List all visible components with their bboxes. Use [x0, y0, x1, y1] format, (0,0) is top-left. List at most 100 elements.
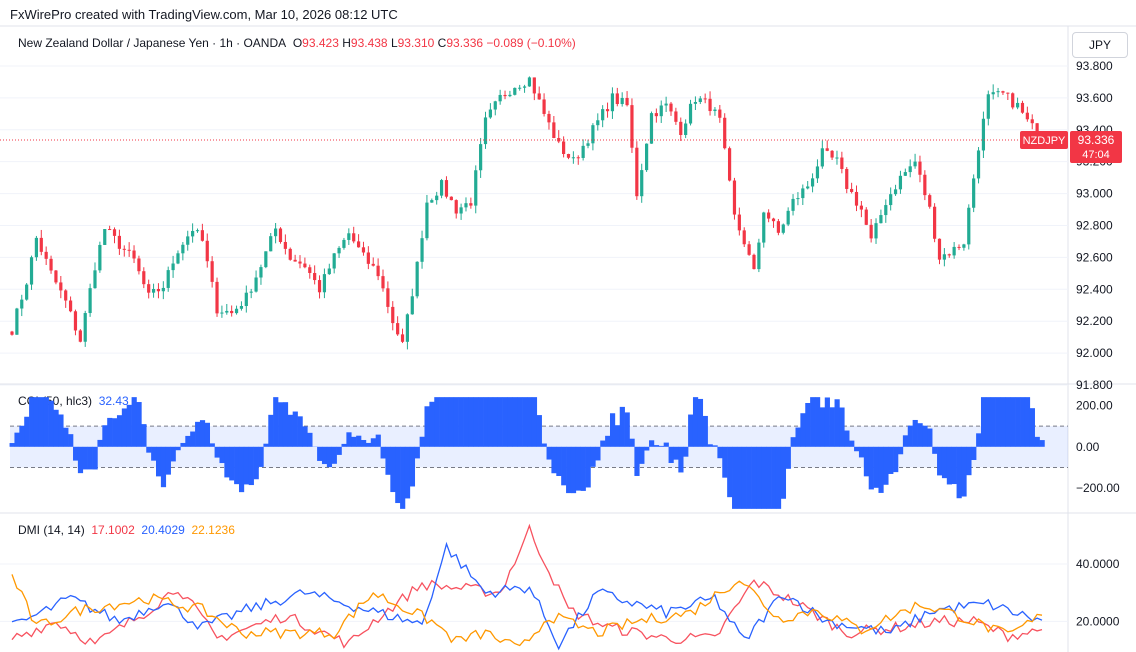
candle-body: [801, 188, 805, 199]
cci-bar: [82, 446, 88, 470]
candle-body: [537, 93, 541, 100]
candle-body: [444, 180, 449, 197]
candle-body: [142, 271, 146, 285]
cci-bar: [48, 400, 54, 447]
cci-bar: [746, 446, 752, 509]
candle-body: [679, 121, 683, 135]
cci-bar: [736, 446, 743, 509]
candle-body: [181, 244, 185, 254]
cci-bar: [160, 446, 167, 488]
candle-body: [122, 248, 126, 250]
cci-bar: [517, 397, 523, 447]
currency-button[interactable]: JPY: [1072, 32, 1128, 58]
dmi-legend[interactable]: DMI (14, 14) 17.1002 20.4029 22.1236: [18, 523, 235, 537]
cci-bar: [863, 446, 870, 477]
cci-bar: [702, 415, 708, 447]
cci-bar: [536, 415, 542, 447]
cci-bar: [907, 425, 913, 447]
cci-bar: [1020, 397, 1026, 447]
cci-bar: [282, 402, 289, 447]
candle-body: [381, 276, 385, 289]
cci-bar: [668, 446, 674, 463]
cci-bar: [556, 446, 562, 477]
candle-body: [108, 229, 112, 231]
candle-body: [605, 109, 610, 112]
cci-bar: [302, 426, 308, 447]
candle-body: [483, 117, 488, 145]
cci-bar: [829, 407, 835, 447]
candle-body: [810, 178, 815, 187]
price-tick-label: 92.200: [1076, 314, 1113, 328]
cci-bar: [522, 397, 528, 447]
cci-bar: [810, 397, 816, 447]
candle-body: [762, 212, 766, 243]
candle-body: [103, 229, 107, 245]
cci-bar: [151, 446, 157, 461]
candle-body: [64, 290, 68, 301]
cci-bar: [771, 446, 777, 509]
cci-bar: [77, 446, 84, 474]
price-tick-label: 92.800: [1076, 218, 1113, 232]
cci-bar: [248, 446, 254, 486]
symbol-title[interactable]: New Zealand Dollar / Japanese Yen · 1h ·…: [18, 36, 287, 50]
cci-bar: [971, 446, 977, 460]
candle-body: [913, 161, 917, 167]
cci-bar: [14, 432, 20, 447]
cci-bar: [634, 446, 640, 476]
candle-body: [376, 265, 380, 277]
countdown-label: 47:04: [1082, 149, 1110, 161]
candle-body: [820, 148, 824, 167]
candle-body: [893, 189, 898, 195]
cci-bar: [190, 431, 196, 447]
candle-body: [117, 235, 121, 249]
candle-body: [371, 263, 375, 266]
change-value: −0.089 (−0.10%): [486, 36, 576, 50]
cci-bar: [941, 446, 948, 479]
candle-body: [898, 175, 903, 190]
candle-body: [576, 157, 580, 159]
cci-bar: [336, 446, 342, 455]
cci-legend-value: 32.43: [98, 394, 129, 408]
cci-bar: [678, 446, 684, 473]
candle-body: [337, 247, 341, 254]
candle-body: [439, 180, 444, 196]
cci-bar: [385, 446, 391, 475]
candle-body: [391, 306, 395, 324]
candle-body: [488, 109, 492, 118]
cci-bar: [727, 446, 733, 498]
cci-bar: [473, 397, 479, 447]
cci-bar: [732, 446, 738, 509]
cci-bar: [946, 446, 952, 485]
candle-body: [620, 97, 624, 105]
cci-bar: [317, 446, 323, 461]
candle-body: [127, 249, 131, 251]
candle-body: [34, 237, 39, 258]
candle-body: [903, 172, 907, 176]
candle-body: [166, 270, 170, 288]
candle-body: [786, 210, 790, 225]
cci-bar: [844, 430, 850, 447]
candle-body: [68, 300, 73, 312]
candle-body: [659, 105, 663, 117]
watermark-credit: FxWirePro created with TradingView.com, …: [10, 7, 398, 22]
candle-body: [986, 94, 990, 119]
candle-body: [259, 267, 263, 278]
dmi-tick-label: 40.0000: [1076, 557, 1120, 571]
cci-bar: [273, 397, 279, 447]
cci-bar: [243, 446, 250, 485]
candle-body: [933, 206, 937, 239]
cci-bar: [102, 425, 108, 447]
cci-bar: [502, 397, 508, 447]
candle-body: [601, 109, 605, 121]
candle-body: [244, 292, 248, 307]
cci-bar: [712, 445, 718, 447]
candle-body: [498, 94, 502, 102]
candle-body: [298, 261, 302, 264]
cci-bar: [43, 397, 49, 447]
cci-bar: [487, 397, 494, 447]
candle-body: [703, 98, 707, 100]
candle-body: [981, 118, 986, 151]
cci-bar: [126, 404, 132, 447]
price-tag: [1070, 130, 1122, 163]
